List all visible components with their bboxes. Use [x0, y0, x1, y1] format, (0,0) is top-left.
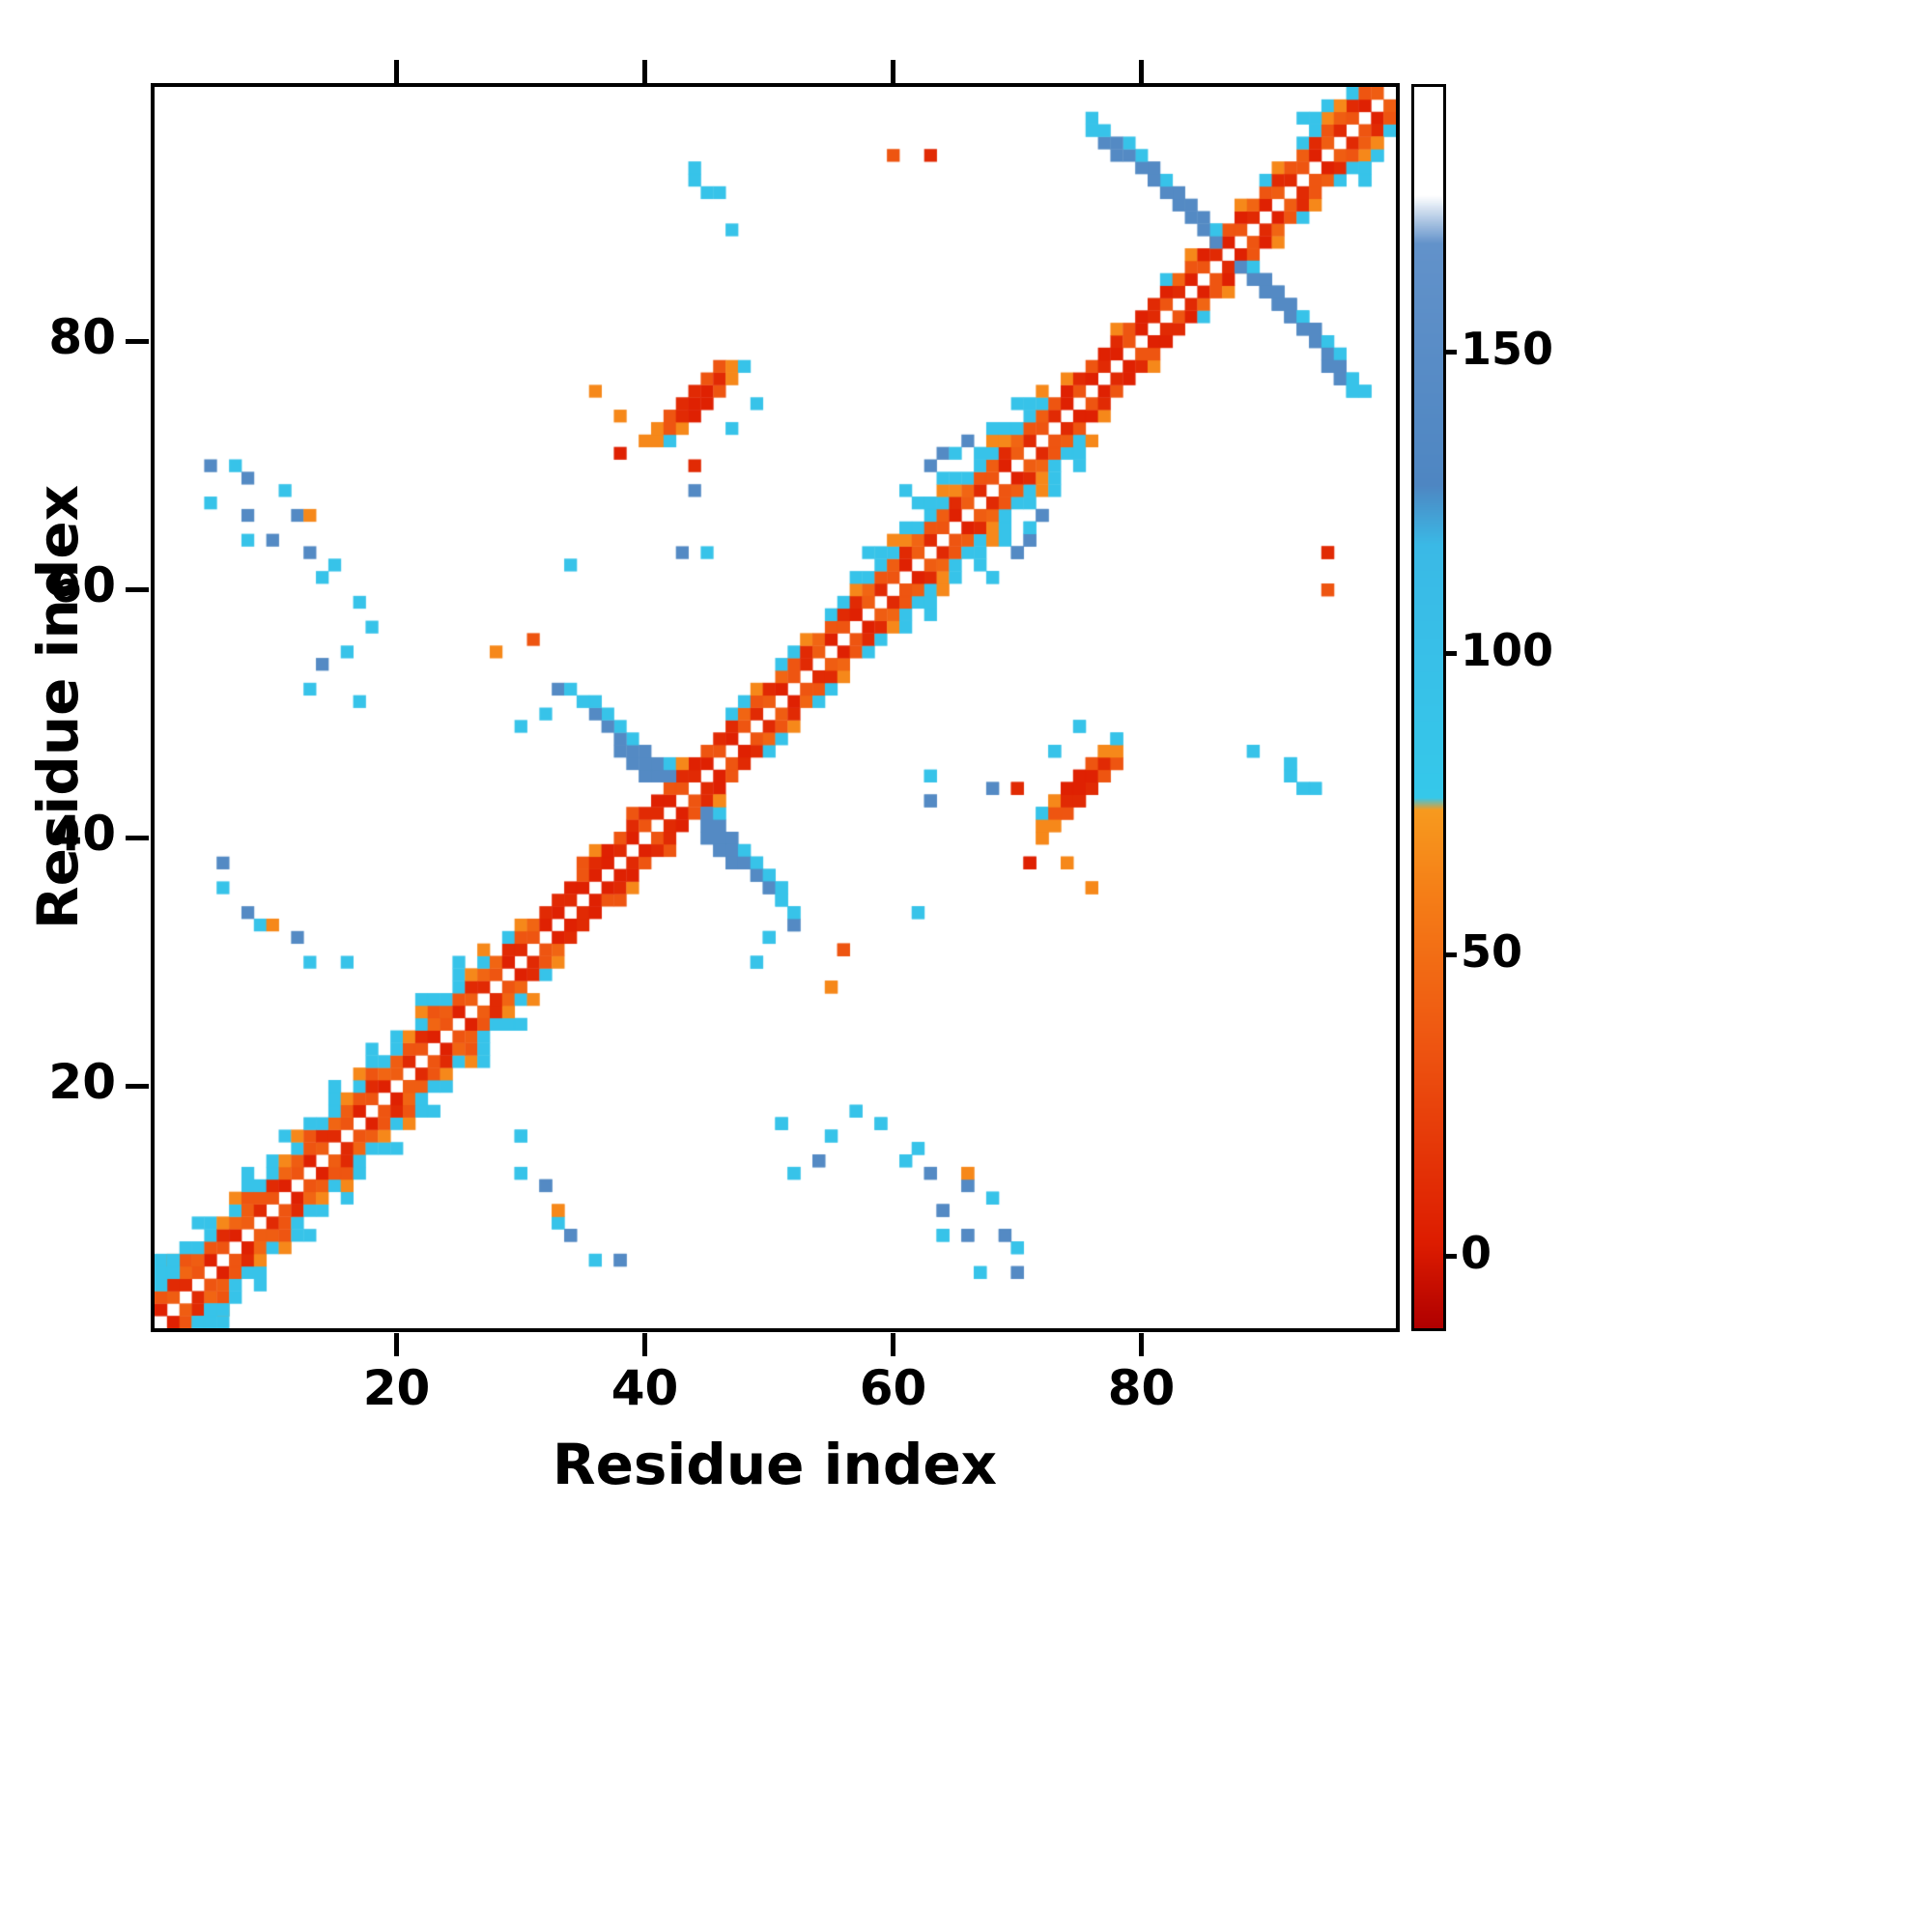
x-tick-label: 80 — [1107, 1360, 1176, 1416]
y-tick-label: 60 — [48, 557, 116, 614]
colorbar-tick-mark — [1443, 1253, 1457, 1259]
y-axis-title: Residue index — [25, 484, 91, 930]
x-tick-label: 20 — [362, 1360, 431, 1416]
colorbar-tick-label: 0 — [1461, 1227, 1492, 1280]
colorbar-tick-mark — [1443, 650, 1457, 656]
colorbar — [1414, 87, 1443, 1328]
y-tick-mark — [126, 586, 149, 592]
x-tick-mark — [642, 1333, 648, 1356]
x-tick-mark-top — [394, 60, 400, 83]
colorbar-tick-label: 150 — [1461, 323, 1554, 376]
y-tick-label: 40 — [48, 806, 116, 863]
y-tick-mark — [126, 338, 149, 344]
x-tick-mark — [891, 1333, 896, 1356]
colorbar-tick-label: 100 — [1461, 624, 1554, 677]
y-tick-mark — [126, 1083, 149, 1089]
x-tick-mark-top — [891, 60, 896, 83]
colorbar-tick-mark — [1443, 349, 1457, 355]
x-axis-title: Residue index — [552, 1432, 998, 1497]
x-tick-mark-top — [1139, 60, 1145, 83]
x-tick-mark-top — [642, 60, 648, 83]
colorbar-tick-mark — [1443, 952, 1457, 957]
y-tick-mark — [126, 835, 149, 840]
x-tick-label: 40 — [611, 1360, 679, 1416]
x-tick-mark — [394, 1333, 400, 1356]
y-tick-label: 20 — [48, 1054, 116, 1111]
heatmap-canvas — [155, 87, 1396, 1328]
x-tick-label: 60 — [859, 1360, 927, 1416]
colorbar-tick-label: 50 — [1461, 925, 1523, 979]
y-tick-label: 80 — [48, 309, 116, 366]
x-tick-mark — [1139, 1333, 1145, 1356]
